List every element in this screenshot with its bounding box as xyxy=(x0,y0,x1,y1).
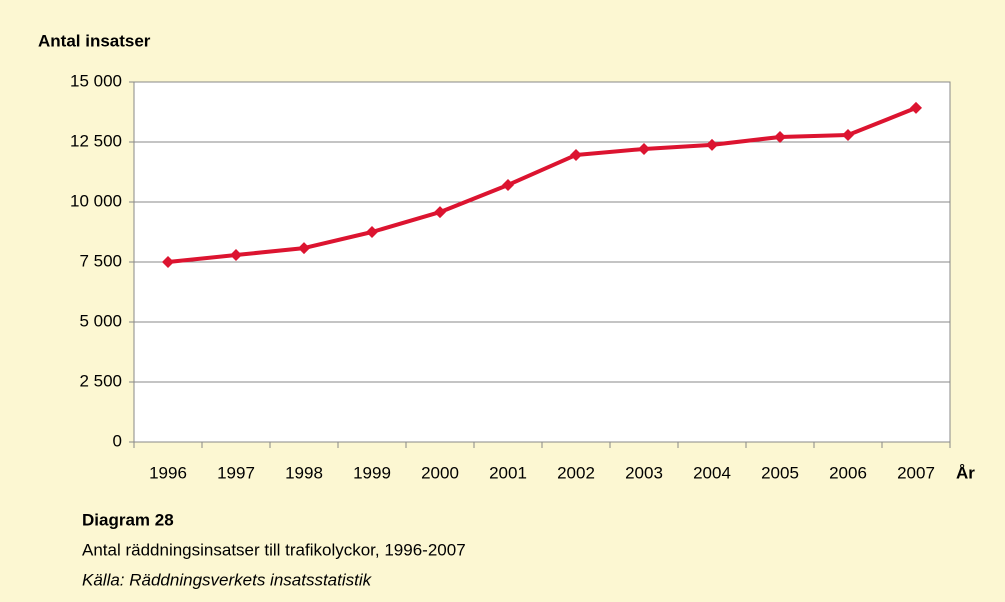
y-tick-label: 10 000 xyxy=(70,191,122,210)
y-axis-title: Antal insatser xyxy=(38,31,151,50)
y-tick-label: 12 500 xyxy=(70,131,122,150)
x-tick-label: 1997 xyxy=(217,463,255,482)
x-tick-label: 1996 xyxy=(149,463,187,482)
x-tick-label: 2005 xyxy=(761,463,799,482)
data-line xyxy=(167,106,917,264)
data-point xyxy=(842,129,854,142)
y-tick-label: 5 000 xyxy=(79,311,122,330)
y-tick-label: 7 500 xyxy=(79,251,122,270)
source: Källa: Räddningsverkets insatsstatistik xyxy=(82,570,373,589)
data-point xyxy=(230,249,242,262)
x-axis-title: År xyxy=(956,463,975,482)
x-tick-label: 2006 xyxy=(829,463,867,482)
data-point xyxy=(434,206,446,219)
y-tick-label: 15 000 xyxy=(70,71,122,90)
data-point xyxy=(502,178,514,191)
data-point xyxy=(298,242,310,255)
x-tick-label: 2002 xyxy=(557,463,595,482)
data-point xyxy=(910,101,922,114)
x-tick-label: 1998 xyxy=(285,463,323,482)
x-tick-label: 2007 xyxy=(897,463,935,482)
data-point xyxy=(366,226,378,238)
y-tick-label: 0 xyxy=(113,431,122,450)
x-tick-label: 2000 xyxy=(421,463,459,482)
x-tick-label: 1999 xyxy=(353,463,391,482)
data-point xyxy=(706,138,718,151)
x-tick-label: 2003 xyxy=(625,463,663,482)
data-point xyxy=(162,256,174,268)
data-point xyxy=(774,130,786,143)
x-tick-label: 2001 xyxy=(489,463,527,482)
data-point xyxy=(570,148,582,161)
caption: Antal räddningsinsatser till trafikolyck… xyxy=(82,540,466,559)
x-tick-label: 2004 xyxy=(693,463,731,482)
y-tick-label: 2 500 xyxy=(79,371,122,390)
data-point xyxy=(638,142,650,155)
caption-title: Diagram 28 xyxy=(82,510,174,529)
